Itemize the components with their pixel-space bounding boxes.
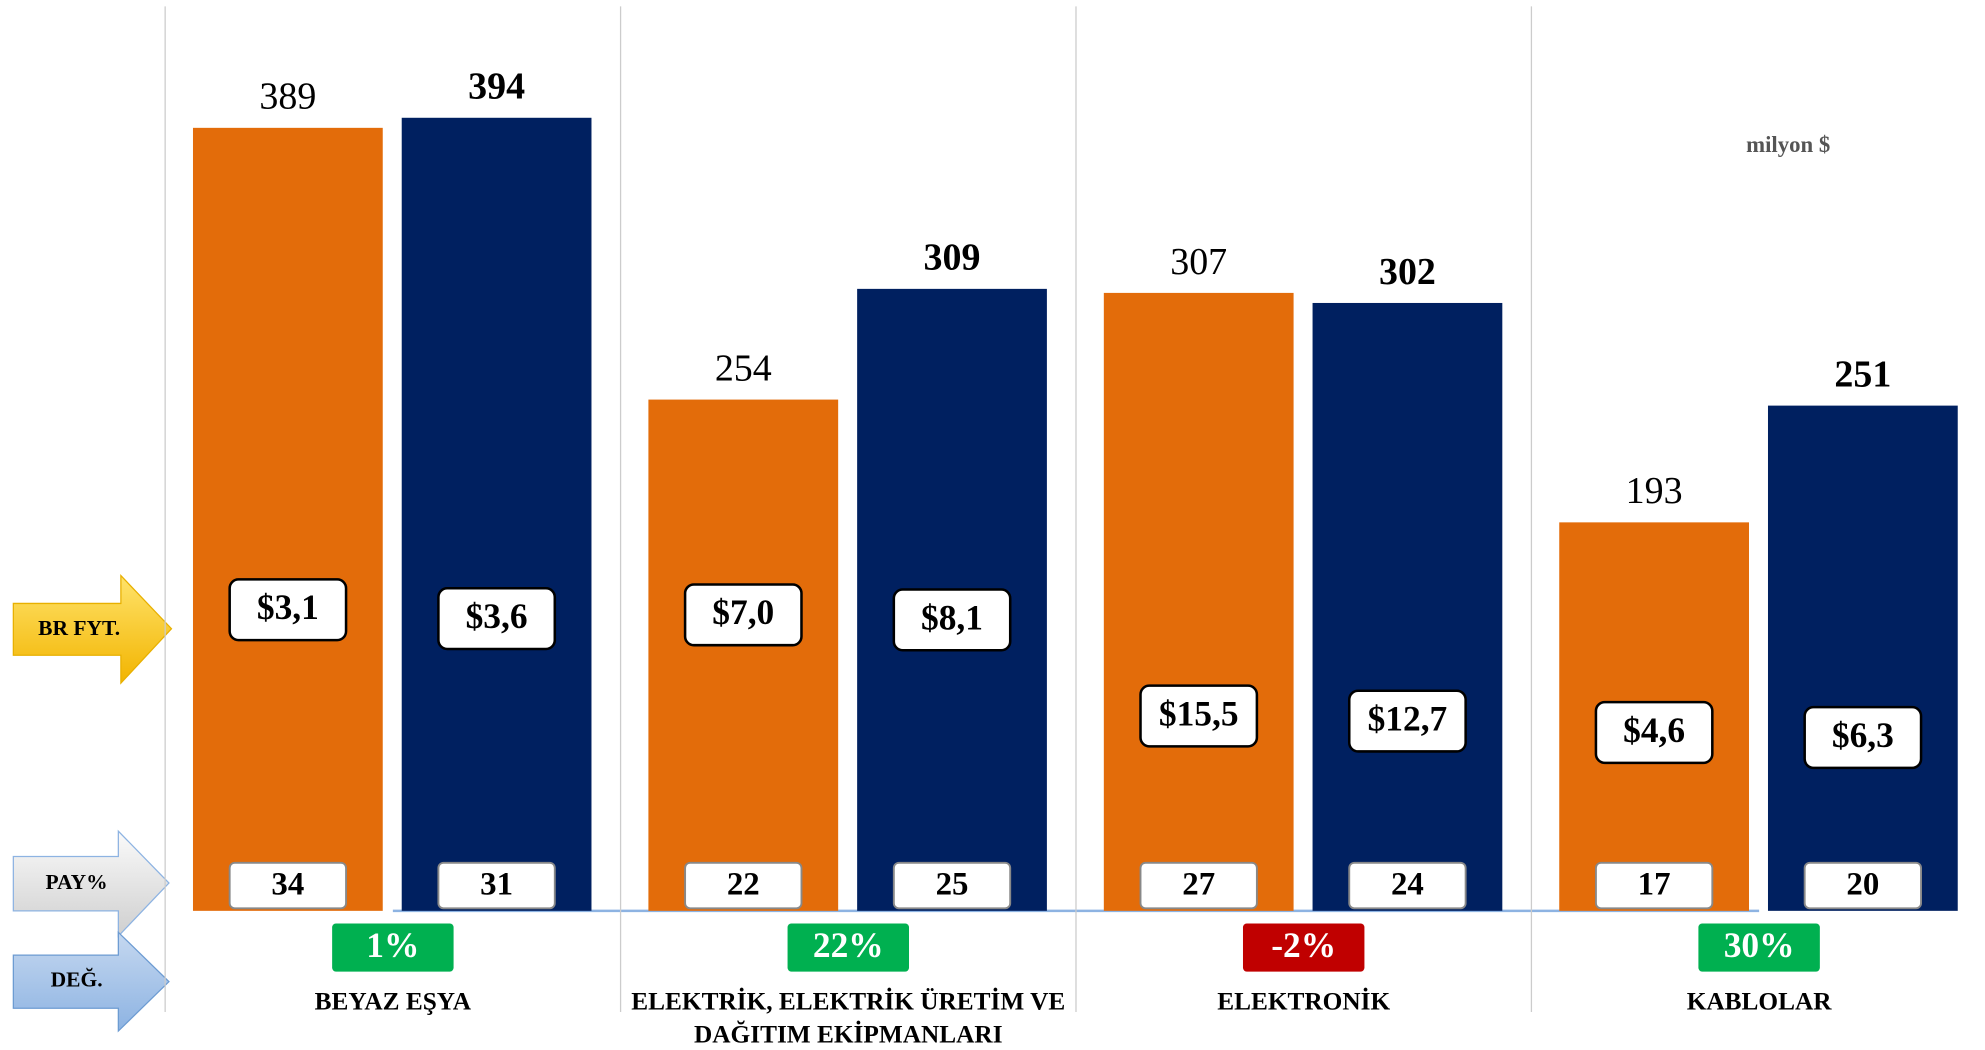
value-label: 254 xyxy=(715,347,772,389)
share-box xyxy=(437,861,556,910)
value-label: 193 xyxy=(1626,470,1683,512)
change-badge xyxy=(1242,923,1365,972)
value-label: 309 xyxy=(924,237,981,279)
arrow xyxy=(12,930,170,1033)
price-box xyxy=(1347,689,1467,753)
value-label: 307 xyxy=(1170,241,1227,283)
share-box xyxy=(684,861,803,910)
share-box xyxy=(1139,861,1258,910)
price-label: $7,0 xyxy=(712,592,774,632)
bar xyxy=(1767,405,1958,911)
price-label: $15,5 xyxy=(1159,693,1239,733)
row-label: PAY% xyxy=(46,870,108,894)
share-label: 27 xyxy=(1182,866,1215,902)
arrow xyxy=(12,829,170,938)
value-label: 302 xyxy=(1379,251,1436,293)
share-label: 34 xyxy=(271,866,304,902)
share-label: 25 xyxy=(936,866,969,902)
change-label: 1% xyxy=(366,925,419,965)
category-label: ELEKTRONİK xyxy=(1217,988,1391,1016)
price-label: $3,1 xyxy=(257,587,319,627)
price-box xyxy=(1594,700,1714,765)
category-label: KABLOLAR xyxy=(1686,988,1832,1016)
price-label: $8,1 xyxy=(921,597,983,637)
category-label: ELEKTRİK, ELEKTRİK ÜRETİM VE DAĞITIM EKİ… xyxy=(631,988,1066,1049)
category-label: BEYAZ EŞYA xyxy=(314,988,472,1016)
value-label: 389 xyxy=(259,76,316,118)
price-label: $12,7 xyxy=(1368,698,1448,738)
price-label: $6,3 xyxy=(1832,715,1894,755)
share-label: 17 xyxy=(1638,866,1671,902)
category-box: ELEKTRONİK xyxy=(1217,988,1391,1016)
unit-note: milyon $ xyxy=(1746,132,1830,157)
price-box xyxy=(1139,684,1259,748)
row-label: DEĞ. xyxy=(51,968,103,992)
share-box xyxy=(1803,861,1923,910)
price-box xyxy=(1803,705,1923,770)
arrow xyxy=(12,574,173,685)
price-box xyxy=(892,588,1012,652)
bar xyxy=(1103,292,1294,911)
bar xyxy=(401,117,592,911)
bar xyxy=(1312,302,1503,911)
price-box xyxy=(437,586,557,651)
category-box: KABLOLAR xyxy=(1686,988,1832,1016)
change-badge xyxy=(1698,923,1820,972)
change-badge xyxy=(332,923,454,972)
share-label: 20 xyxy=(1846,866,1879,902)
category-box: BEYAZ EŞYA xyxy=(314,988,472,1016)
share-label: 22 xyxy=(727,866,760,902)
bar xyxy=(648,399,839,911)
row-label: BR FYT. xyxy=(38,616,120,640)
share-box xyxy=(1594,861,1714,910)
share-box xyxy=(1348,861,1467,910)
price-label: $4,6 xyxy=(1623,710,1685,750)
change-label: -2% xyxy=(1271,925,1336,965)
change-label: 22% xyxy=(813,925,884,965)
share-label: 31 xyxy=(480,866,513,902)
price-label: $3,6 xyxy=(466,596,528,636)
value-label: 394 xyxy=(468,66,525,108)
price-box xyxy=(228,578,348,642)
value-label: 251 xyxy=(1834,353,1891,395)
change-badge xyxy=(787,923,910,972)
change-label: 30% xyxy=(1724,925,1795,965)
bar xyxy=(192,127,383,911)
share-box xyxy=(892,861,1012,910)
category-box: ELEKTRİK, ELEKTRİK ÜRETİM VE DAĞITIM EKİ… xyxy=(631,988,1066,1049)
price-box xyxy=(683,583,803,647)
share-box xyxy=(228,861,348,910)
share-label: 24 xyxy=(1391,866,1424,902)
